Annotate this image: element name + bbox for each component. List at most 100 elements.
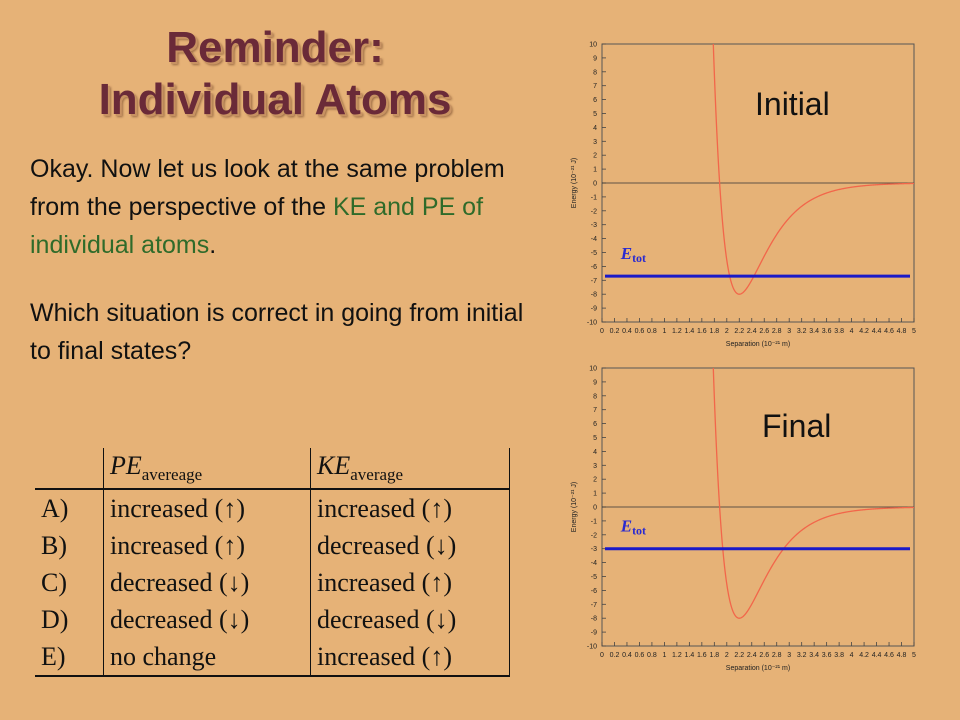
x-tick-label: 2.8 — [772, 652, 782, 659]
y-tick-label: 7 — [593, 83, 597, 90]
pe-subscript: avereage — [141, 465, 203, 485]
x-tick-label: 4.8 — [897, 652, 907, 659]
row-pe: increased (↑) — [103, 527, 311, 564]
ke-symbol: KE — [317, 450, 351, 480]
x-tick-label: 4 — [850, 328, 854, 335]
x-tick-label: 3.2 — [797, 328, 807, 335]
x-tick-label: 0.8 — [647, 328, 657, 335]
x-tick-label: 1.8 — [709, 652, 719, 659]
y-tick-label: -1 — [591, 194, 597, 201]
x-tick-label: 2 — [725, 652, 729, 659]
x-tick-label: 1.6 — [697, 328, 707, 335]
x-tick-label: 4.2 — [859, 328, 869, 335]
table-header-label — [35, 448, 104, 490]
y-tick-label: -3 — [591, 546, 597, 553]
y-tick-label: 7 — [593, 407, 597, 414]
y-tick-label: 5 — [593, 435, 597, 442]
y-tick-label: -4 — [591, 236, 597, 243]
x-tick-label: 0.4 — [622, 652, 632, 659]
table-row: E) no change increased (↑) — [35, 638, 510, 677]
paragraph-2: Which situation is correct in going from… — [30, 299, 524, 365]
row-ke: increased (↑) — [310, 564, 510, 601]
y-tick-label: -8 — [591, 292, 597, 299]
y-tick-label: 10 — [589, 42, 597, 49]
paragraph-1-highlight: KE and PE of individual atoms — [30, 193, 484, 259]
y-tick-label: 2 — [593, 477, 597, 484]
x-tick-label: 1 — [662, 328, 666, 335]
x-tick-label: 0.4 — [622, 328, 632, 335]
x-tick-label: 0 — [600, 652, 604, 659]
x-tick-label: 2.6 — [759, 652, 769, 659]
y-tick-label: -10 — [587, 320, 597, 327]
x-tick-label: 3 — [787, 328, 791, 335]
x-tick-label: 2 — [725, 328, 729, 335]
y-tick-label: 4 — [593, 125, 597, 132]
y-tick-label: 9 — [593, 379, 597, 386]
x-tick-label: 1.4 — [684, 652, 694, 659]
y-tick-label: -6 — [591, 264, 597, 271]
y-tick-label: 5 — [593, 111, 597, 118]
x-tick-label: 0.6 — [635, 328, 645, 335]
y-tick-label: 6 — [593, 421, 597, 428]
answer-table: PEavereage KEaverage A) increased (↑) in… — [35, 448, 510, 677]
y-tick-label: -4 — [591, 560, 597, 567]
x-tick-label: 3.8 — [834, 652, 844, 659]
x-tick-label: 2.8 — [772, 328, 782, 335]
row-label: C) — [35, 564, 104, 601]
potential-curve — [712, 368, 914, 619]
title-line-2: Individual Atoms — [98, 75, 452, 124]
answer-table-wrap: PEavereage KEaverage A) increased (↑) in… — [35, 448, 510, 677]
initial-label: Initial — [755, 86, 830, 122]
row-label: D) — [35, 601, 104, 638]
x-axis-label: Separation (10⁻²¹ m) — [726, 341, 790, 348]
x-tick-label: 5 — [912, 652, 916, 659]
row-ke: increased (↑) — [310, 489, 510, 527]
y-tick-label: 0 — [593, 505, 597, 512]
table-row: B) increased (↑) decreased (↓) — [35, 527, 510, 564]
x-axis-label: Separation (10⁻²¹ m) — [726, 665, 790, 672]
etot-subscript: tot — [632, 251, 646, 265]
y-tick-label: 1 — [593, 491, 597, 498]
final-label: Final — [762, 408, 832, 444]
x-tick-label: 1.2 — [672, 652, 682, 659]
y-tick-label: -5 — [591, 574, 597, 581]
x-tick-label: 2.6 — [759, 328, 769, 335]
ke-subscript: average — [350, 465, 404, 485]
y-tick-label: -2 — [591, 208, 597, 215]
y-tick-label: 6 — [593, 97, 597, 104]
slide-title: Reminder: Individual Atoms — [20, 22, 530, 126]
x-tick-label: 0.6 — [635, 652, 645, 659]
table-header-ke: KEaverage — [310, 448, 510, 490]
y-tick-label: 10 — [589, 366, 597, 373]
x-tick-label: 4.4 — [872, 652, 882, 659]
x-tick-label: 4.2 — [859, 652, 869, 659]
y-axis-label: Energy (10⁻²¹ J) — [571, 158, 578, 208]
row-pe: decreased (↓) — [103, 601, 311, 638]
potential-curve — [712, 44, 914, 295]
x-tick-label: 1.6 — [697, 652, 707, 659]
x-tick-label: 4.4 — [872, 328, 882, 335]
y-tick-label: -1 — [591, 518, 597, 525]
x-tick-label: 1 — [662, 652, 666, 659]
x-tick-label: 1.4 — [684, 328, 694, 335]
table-row: C) decreased (↓) increased (↑) — [35, 564, 510, 601]
y-tick-label: -7 — [591, 602, 597, 609]
x-tick-label: 3.2 — [797, 652, 807, 659]
x-tick-label: 5 — [912, 328, 916, 335]
y-tick-label: -2 — [591, 532, 597, 539]
table-header-row: PEavereage KEaverage — [35, 448, 510, 490]
x-tick-label: 2.2 — [734, 328, 744, 335]
row-label: B) — [35, 527, 104, 564]
y-tick-label: 3 — [593, 139, 597, 146]
y-tick-label: -6 — [591, 588, 597, 595]
x-tick-label: 4.6 — [884, 652, 894, 659]
x-tick-label: 4.8 — [897, 328, 907, 335]
y-tick-label: 2 — [593, 153, 597, 160]
x-tick-label: 1.8 — [709, 328, 719, 335]
paragraph-1: Okay. Now let us look at the same proble… — [30, 150, 530, 264]
y-tick-label: -8 — [591, 616, 597, 623]
x-tick-label: 1.2 — [672, 328, 682, 335]
pe-symbol: PE — [110, 450, 142, 480]
